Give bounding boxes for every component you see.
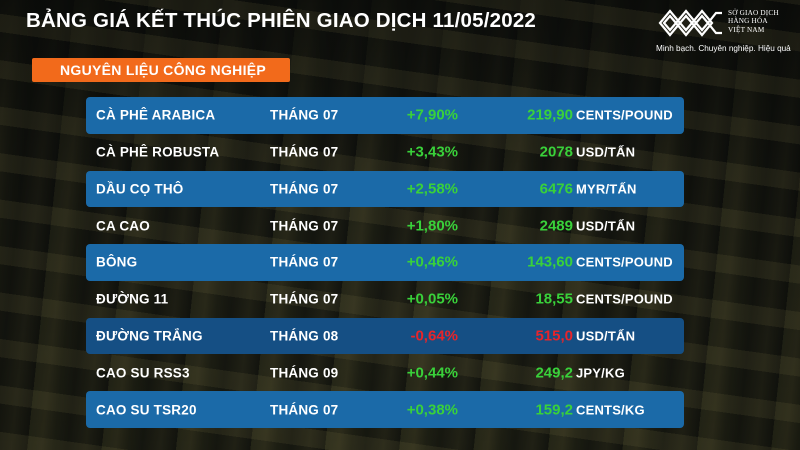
price-change: +1,80% — [406, 217, 458, 235]
price-change: +0,05% — [406, 290, 458, 308]
contract-month: THÁNG 07 — [270, 107, 339, 123]
price-unit: CENTS/POUND — [576, 254, 673, 270]
price-unit: CENTS/POUND — [576, 107, 673, 123]
price-unit: USD/TẤN — [576, 328, 636, 344]
category-label: NGUYÊN LIỆU CÔNG NGHIỆP — [32, 58, 290, 82]
contract-month: THÁNG 07 — [270, 402, 339, 418]
logo-name-line1: SỞ GIAO DỊCH — [728, 9, 779, 17]
commodity-name: CÀ PHÊ ARABICA — [96, 107, 216, 123]
price-value: 6476 — [539, 180, 573, 198]
price-unit: JPY/KG — [576, 365, 625, 381]
price-unit: MYR/TẤN — [576, 181, 637, 197]
page-title: BẢNG GIÁ KẾT THÚC PHIÊN GIAO DỊCH 11/05/… — [26, 9, 537, 32]
price-change: +7,90% — [406, 106, 458, 124]
table-row: CA CAO THÁNG 07 +1,80% 2489 USD/TẤN — [86, 207, 684, 244]
price-change: -0,64% — [410, 327, 458, 345]
price-unit: CENTS/KG — [576, 402, 645, 418]
table-row: CÀ PHÊ ROBUSTA THÁNG 07 +3,43% 2078 USD/TẤN — [86, 134, 684, 171]
logo-tagline: Minh bạch. Chuyên nghiệp. Hiệu quả — [656, 44, 791, 53]
commodity-name: CAO SU RSS3 — [96, 365, 190, 381]
price-unit: USD/TẤN — [576, 144, 636, 160]
table-row: BÔNG THÁNG 07 +0,46% 143,60 CENTS/POUND — [86, 244, 684, 281]
logo-name-line2: HÀNG HÓA — [728, 17, 768, 26]
contract-month: THÁNG 08 — [270, 328, 339, 344]
contract-month: THÁNG 09 — [270, 365, 339, 381]
table-row: CAO SU RSS3 THÁNG 09 +0,44% 249,2 JPY/KG — [86, 354, 684, 391]
mxv-logo-icon — [658, 9, 722, 37]
table-row: ĐƯỜNG 11 THÁNG 07 +0,05% 18,55 CENTS/POUND — [86, 281, 684, 318]
table-row: ĐƯỜNG TRẮNG THÁNG 08 -0,64% 515,0 USD/TẤN — [86, 317, 684, 355]
price-value: 18,55 — [535, 290, 573, 308]
commodity-name: CAO SU TSR20 — [96, 402, 197, 418]
price-value: 249,2 — [535, 364, 573, 382]
contract-month: THÁNG 07 — [270, 218, 339, 234]
logo: SỞ GIAO DỊCH HÀNG HÓA VIỆT NAM Minh bạch… — [656, 6, 796, 54]
commodity-name: DẦU CỌ THÔ — [96, 181, 184, 197]
contract-month: THÁNG 07 — [270, 254, 339, 270]
price-value: 143,60 — [527, 253, 573, 271]
price-change: +0,46% — [406, 253, 458, 271]
price-value: 515,0 — [535, 327, 573, 345]
logo-name: SỞ GIAO DỊCH HÀNG HÓA VIỆT NAM — [728, 9, 798, 34]
price-value: 2489 — [539, 217, 573, 235]
logo-name-line3: VIỆT NAM — [728, 25, 765, 34]
price-value: 159,2 — [535, 401, 573, 419]
contract-month: THÁNG 07 — [270, 291, 339, 307]
contract-month: THÁNG 07 — [270, 144, 339, 160]
price-unit: CENTS/POUND — [576, 291, 673, 307]
table-row: CAO SU TSR20 THÁNG 07 +0,38% 159,2 CENTS/KG — [86, 391, 684, 428]
price-table: CÀ PHÊ ARABICA THÁNG 07 +7,90% 219,90 CENTS/… — [86, 97, 684, 428]
price-change: +2,58% — [406, 180, 458, 198]
table-row: DẦU CỌ THÔ THÁNG 07 +2,58% 6476 MYR/TẤN — [86, 170, 684, 208]
commodity-name: BÔNG — [96, 254, 138, 270]
commodity-name: CÀ PHÊ ROBUSTA — [96, 144, 220, 160]
price-value: 219,90 — [527, 106, 573, 124]
contract-month: THÁNG 07 — [270, 181, 339, 197]
price-change: +0,38% — [406, 401, 458, 419]
commodity-name: ĐƯỜNG TRẮNG — [96, 328, 203, 344]
price-change: +3,43% — [406, 143, 458, 161]
commodity-name: ĐƯỜNG 11 — [96, 291, 169, 307]
table-row: CÀ PHÊ ARABICA THÁNG 07 +7,90% 219,90 CENTS/… — [86, 97, 684, 134]
price-change: +0,44% — [406, 364, 458, 382]
price-unit: USD/TẤN — [576, 218, 636, 234]
price-value: 2078 — [539, 143, 573, 161]
commodity-name: CA CAO — [96, 218, 150, 234]
